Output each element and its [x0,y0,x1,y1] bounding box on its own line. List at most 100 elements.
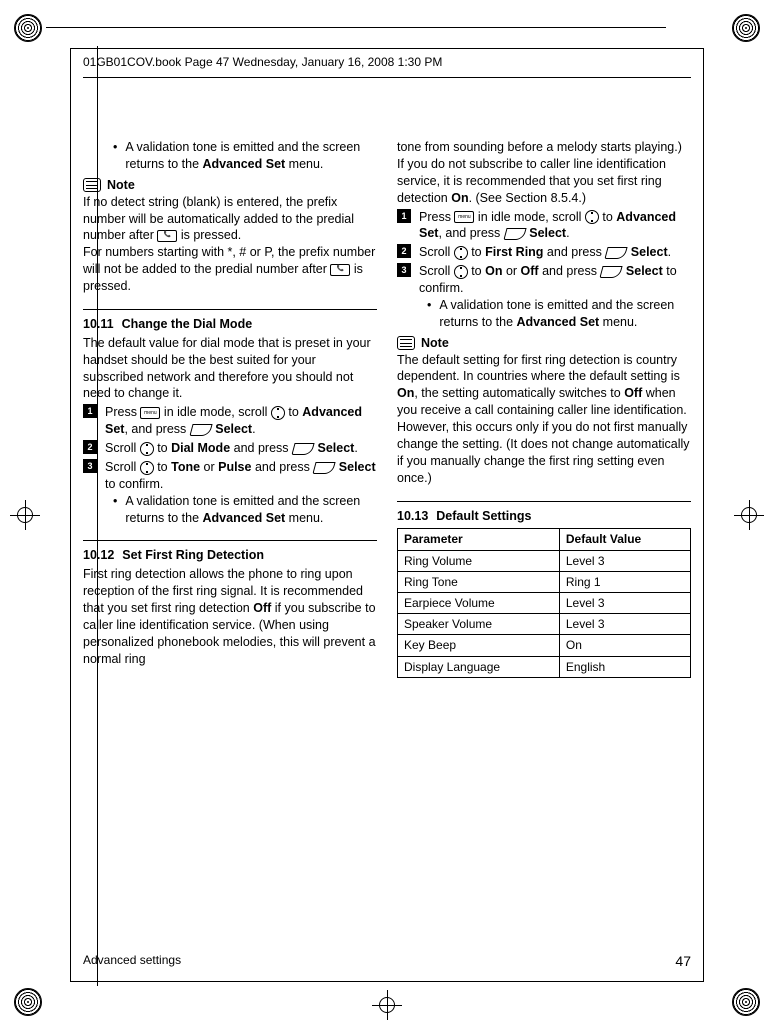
body-text: A validation tone is emitted and the scr… [439,297,691,331]
section-divider [83,540,377,541]
registration-target-icon [732,14,760,42]
table-row: Ring ToneRing 1 [398,571,691,592]
softkey-icon [189,424,212,436]
section-divider [397,501,691,502]
table-cell: Level 3 [559,550,690,571]
registration-target-icon [14,14,42,42]
table-row: Ring VolumeLevel 3 [398,550,691,571]
table-cell: Level 3 [559,614,690,635]
table-header: Parameter [398,529,560,550]
nav-key-icon [454,265,468,279]
table-cell: Key Beep [398,635,560,656]
table-cell: English [559,656,690,677]
list-item: • A validation tone is emitted and the s… [427,297,691,331]
table-cell: Ring Volume [398,550,560,571]
table-cell: On [559,635,690,656]
step-number-icon: 3 [397,263,411,277]
list-item: 2 Scroll to First Ring and press Select. [397,244,691,261]
registration-mark-icon [10,500,40,530]
talk-key-icon: 📞 [157,230,177,242]
body-text: A validation tone is emitted and the scr… [125,493,377,527]
registration-mark-icon [372,990,402,1020]
softkey-icon [291,443,314,455]
section-heading: 10.12Set First Ring Detection [83,547,377,564]
menu-key-icon: menu [140,407,160,419]
body-text: Press menu in idle mode, scroll to Advan… [105,404,377,438]
table-row: Key BeepOn [398,635,691,656]
body-text: For numbers starting with *, # or P, the… [83,244,377,295]
body-text: First ring detection allows the phone to… [83,566,377,667]
body-text: Scroll to On or Off and press Select to … [419,263,691,297]
note-label: Note [421,335,449,352]
footer-section-name: Advanced settings [83,953,181,969]
page-frame: 01GB01COV.book Page 47 Wednesday, Januar… [70,48,704,982]
body-text: Scroll to First Ring and press Select. [419,244,691,261]
step-number-icon: 2 [397,244,411,258]
table-row: Earpiece VolumeLevel 3 [398,592,691,613]
body-text: Scroll to Dial Mode and press Select. [105,440,377,457]
list-item: 3 Scroll to Tone or Pulse and press Sele… [83,459,377,493]
note-icon [397,336,415,350]
bullet-icon: • [113,493,117,527]
header-rule [83,77,691,78]
page-footer: Advanced settings 47 [83,953,691,969]
registration-target-icon [732,988,760,1016]
body-text: Scroll to Tone or Pulse and press Select… [105,459,377,493]
body-text: The default setting for first ring detec… [397,352,691,487]
section-heading: 10.13Default Settings [397,508,691,525]
step-number-icon: 2 [83,440,97,454]
nav-key-icon [140,461,154,475]
body-text: The default value for dial mode that is … [83,335,377,403]
table-row: Speaker VolumeLevel 3 [398,614,691,635]
softkey-icon [313,462,336,474]
softkey-icon [600,266,623,278]
step-number-icon: 1 [83,404,97,418]
body-text: If no detect string (blank) is entered, … [83,194,377,245]
crop-line [46,27,666,28]
list-item: • A validation tone is emitted and the s… [113,139,377,173]
note-icon [83,178,101,192]
registration-mark-icon [734,500,764,530]
table-cell: Ring 1 [559,571,690,592]
note-heading: Note [397,335,691,352]
registration-target-icon [14,988,42,1016]
page-number: 47 [675,953,691,969]
table-cell: Level 3 [559,592,690,613]
body-text: A validation tone is emitted and the scr… [125,139,377,173]
table-cell: Display Language [398,656,560,677]
header-path: 01GB01COV.book Page 47 Wednesday, Januar… [83,55,442,69]
table-row: Display LanguageEnglish [398,656,691,677]
list-item: 3 Scroll to On or Off and press Select t… [397,263,691,297]
default-settings-table: Parameter Default Value Ring VolumeLevel… [397,528,691,677]
list-item: • A validation tone is emitted and the s… [113,493,377,527]
talk-key-icon: 📞 [330,264,350,276]
softkey-icon [605,247,628,259]
list-item: 1 Press menu in idle mode, scroll to Adv… [83,404,377,438]
list-item: 1 Press menu in idle mode, scroll to Adv… [397,209,691,243]
nav-key-icon [585,210,599,224]
table-header: Default Value [559,529,690,550]
bullet-icon: • [113,139,117,173]
body-text: tone from sounding before a melody start… [397,139,691,207]
table-cell: Speaker Volume [398,614,560,635]
right-column: tone from sounding before a melody start… [397,139,691,941]
note-label: Note [107,177,135,194]
section-heading: 10.11Change the Dial Mode [83,316,377,333]
body-text: Press menu in idle mode, scroll to Advan… [419,209,691,243]
softkey-icon [503,228,526,240]
table-cell: Ring Tone [398,571,560,592]
step-number-icon: 3 [83,459,97,473]
page-content: • A validation tone is emitted and the s… [83,139,691,941]
section-divider [83,309,377,310]
left-column: • A validation tone is emitted and the s… [83,139,377,941]
nav-key-icon [140,442,154,456]
bullet-icon: • [427,297,431,331]
table-cell: Earpiece Volume [398,592,560,613]
menu-key-icon: menu [454,211,474,223]
step-number-icon: 1 [397,209,411,223]
nav-key-icon [454,246,468,260]
nav-key-icon [271,406,285,420]
note-heading: Note [83,177,377,194]
list-item: 2 Scroll to Dial Mode and press Select. [83,440,377,457]
table-header-row: Parameter Default Value [398,529,691,550]
